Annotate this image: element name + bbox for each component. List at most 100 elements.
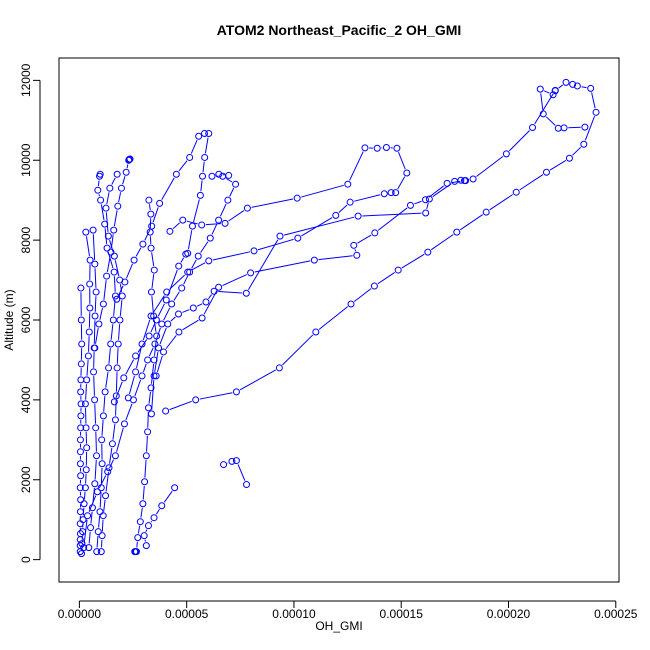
- data-point: [171, 484, 179, 492]
- data-point: [529, 123, 537, 131]
- data-point: [77, 376, 85, 384]
- data-point: [111, 292, 119, 300]
- data-point: [142, 542, 150, 550]
- data-point: [93, 548, 101, 556]
- series-segment: [218, 291, 243, 294]
- series-segment: [94, 268, 97, 288]
- series-segment: [451, 180, 461, 184]
- data-point: [228, 457, 236, 465]
- data-point: [114, 202, 122, 210]
- data-point: [151, 340, 159, 348]
- data-point: [276, 232, 284, 240]
- data-point: [353, 251, 361, 259]
- series-segment: [151, 252, 155, 266]
- data-point: [220, 461, 228, 469]
- series-segment: [354, 194, 381, 202]
- data-point: [91, 344, 99, 352]
- data-point: [97, 196, 105, 204]
- data-point: [113, 170, 121, 178]
- data-point: [110, 226, 118, 234]
- series-segment: [558, 84, 564, 89]
- data-point: [130, 256, 138, 264]
- data-point: [81, 400, 89, 408]
- data-point: [158, 502, 166, 510]
- series-segment: [142, 485, 145, 500]
- series-segment: [118, 192, 122, 203]
- series-segment: [113, 300, 116, 316]
- series-segment: [148, 347, 154, 357]
- data-point: [84, 352, 92, 360]
- series-segment: [203, 290, 218, 315]
- series-segment: [186, 220, 198, 225]
- series-segment: [239, 369, 276, 391]
- data-point: [172, 170, 180, 178]
- data-point: [117, 184, 125, 192]
- series-segment: [170, 316, 176, 322]
- data-point: [155, 344, 163, 352]
- data-point: [166, 227, 174, 235]
- data-point: [94, 186, 102, 194]
- data-point: [232, 388, 240, 396]
- data-point: [403, 169, 411, 177]
- series-profile-13: [152, 177, 469, 380]
- series-segment: [200, 241, 209, 253]
- data-point: [159, 348, 167, 356]
- data-point: [134, 534, 142, 542]
- series-segment: [83, 491, 86, 500]
- data-point: [138, 372, 146, 380]
- series-segment: [254, 260, 311, 273]
- series-segment: [237, 464, 246, 481]
- data-point: [98, 436, 106, 444]
- series-segment: [338, 204, 348, 213]
- series-segment: [182, 309, 190, 313]
- series-segment: [591, 92, 596, 109]
- series-segment: [103, 396, 106, 412]
- data-point: [469, 175, 477, 183]
- data-point: [95, 320, 103, 328]
- data-point: [162, 407, 170, 415]
- series-segment: [169, 274, 186, 290]
- series-segment: [137, 525, 141, 534]
- data-point: [144, 522, 152, 530]
- x-tick-label: 0.00005: [165, 607, 209, 621]
- series-segment: [155, 508, 160, 515]
- data-point: [122, 168, 130, 176]
- data-point: [195, 132, 203, 140]
- data-point: [587, 84, 595, 92]
- data-point: [242, 289, 250, 297]
- data-point: [141, 478, 149, 486]
- series-profile-5: [97, 170, 126, 556]
- series-segment: [354, 249, 357, 252]
- data-point: [132, 368, 140, 376]
- data-point: [232, 180, 240, 188]
- series-segment: [226, 178, 233, 183]
- data-point: [310, 256, 318, 264]
- series-segment: [572, 146, 582, 156]
- series-profile-8: [91, 155, 134, 352]
- data-point: [91, 260, 99, 268]
- data-point: [76, 448, 84, 456]
- series-segment: [229, 187, 235, 197]
- series-segment: [428, 185, 445, 198]
- series-segment: [134, 379, 142, 397]
- series-segment: [122, 176, 126, 185]
- series-segment: [431, 234, 454, 251]
- data-point: [97, 548, 105, 556]
- data-point: [109, 316, 117, 324]
- data-point: [114, 340, 122, 348]
- series-segment: [543, 90, 550, 94]
- series-segment: [205, 223, 221, 226]
- data-point: [424, 248, 432, 256]
- series-segment: [208, 294, 212, 299]
- data-point: [85, 328, 93, 336]
- series-segment: [354, 288, 372, 302]
- data-point: [94, 528, 102, 536]
- data-point: [111, 452, 119, 460]
- series-segment: [86, 360, 89, 376]
- data-point: [96, 508, 104, 516]
- series-segment: [163, 307, 171, 321]
- series-segment: [283, 216, 355, 236]
- series-segment: [169, 400, 192, 411]
- series-segment: [150, 364, 155, 384]
- data-point: [108, 440, 116, 448]
